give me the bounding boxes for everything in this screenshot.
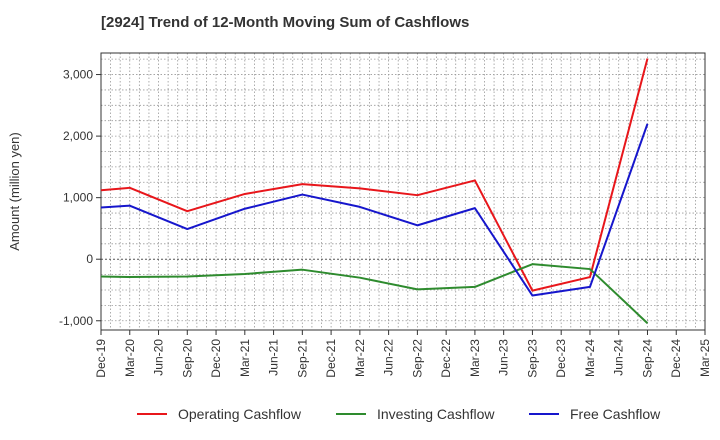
x-tick-label: Jun-24 xyxy=(612,339,626,376)
x-tick-labels: Dec-19 Mar-20 Jun-20 Sep-20 Dec-20 Mar-21 Jun-… xyxy=(94,330,712,378)
x-tick-label: Sep-23 xyxy=(525,339,539,378)
legend-label: Operating Cashflow xyxy=(178,406,302,422)
plot-frame xyxy=(100,52,706,331)
x-tick-label: Dec-19 xyxy=(94,339,108,378)
y-tick-label: 1,000 xyxy=(63,191,93,205)
x-tick-label: Dec-23 xyxy=(554,339,568,378)
y-tick-label: 2,000 xyxy=(63,129,93,143)
x-tick-label: Jun-21 xyxy=(267,339,281,376)
x-tick-label: Mar-24 xyxy=(583,339,597,377)
y-tick-label: 3,000 xyxy=(63,68,93,82)
series-line xyxy=(100,58,649,292)
x-tick-label: Sep-24 xyxy=(640,339,654,378)
x-tick-label: Dec-21 xyxy=(324,339,338,378)
x-tick-label: Mar-23 xyxy=(468,339,482,377)
y-tick-label: 0 xyxy=(86,252,93,266)
x-tick-label: Jun-23 xyxy=(497,339,511,376)
grid-lines xyxy=(101,53,705,330)
series-line xyxy=(100,263,649,324)
x-tick-label: Dec-22 xyxy=(439,339,453,378)
legend-label: Investing Cashflow xyxy=(377,406,495,422)
x-tick-label: Mar-22 xyxy=(353,339,367,377)
chart-title: [2924] Trend of 12-Month Moving Sum of C… xyxy=(101,14,470,31)
x-tick-label: Dec-20 xyxy=(209,339,223,378)
x-tick-label: Mar-20 xyxy=(123,339,137,377)
y-axis-label: Amount (million yen) xyxy=(7,132,22,251)
x-tick-label: Jun-22 xyxy=(382,339,396,376)
y-tick-labels: -1,000 0 1,000 2,000 3,000 xyxy=(59,68,101,328)
x-tick-label: Mar-25 xyxy=(698,339,712,377)
legend: Operating Cashflow Investing Cashflow Free… xyxy=(137,406,661,422)
x-tick-label: Dec-24 xyxy=(669,339,683,378)
x-tick-label: Sep-22 xyxy=(410,339,424,378)
x-tick-label: Sep-21 xyxy=(295,339,309,378)
series-lines xyxy=(100,58,649,324)
legend-label: Free Cashflow xyxy=(570,406,661,422)
x-tick-label: Sep-20 xyxy=(180,339,194,378)
x-tick-label: Mar-21 xyxy=(238,339,252,377)
series-line xyxy=(100,123,649,297)
y-tick-label: -1,000 xyxy=(59,314,93,328)
x-tick-label: Jun-20 xyxy=(152,339,166,376)
